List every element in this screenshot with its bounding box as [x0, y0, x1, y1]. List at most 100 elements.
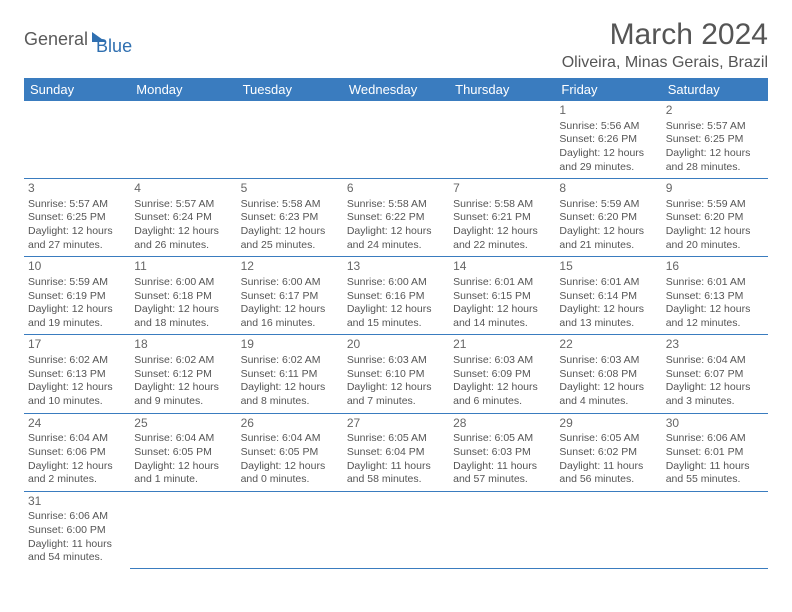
sunset-line: Sunset: 6:09 PM: [453, 368, 551, 382]
sunset-line: Sunset: 6:06 PM: [28, 446, 126, 460]
day-number: 15: [559, 259, 657, 275]
daylight-line: Daylight: 11 hours and 57 minutes.: [453, 460, 551, 487]
sunrise-line: Sunrise: 6:00 AM: [347, 276, 445, 290]
sunset-line: Sunset: 6:19 PM: [28, 290, 126, 304]
daylight-line: Daylight: 12 hours and 6 minutes.: [453, 381, 551, 408]
sunset-line: Sunset: 6:04 PM: [347, 446, 445, 460]
day-cell: 24Sunrise: 6:04 AMSunset: 6:06 PMDayligh…: [24, 413, 130, 491]
day-number: 16: [666, 259, 764, 275]
day-cell: 6Sunrise: 5:58 AMSunset: 6:22 PMDaylight…: [343, 179, 449, 257]
day-number: 19: [241, 337, 339, 353]
day-number: 23: [666, 337, 764, 353]
calendar-table: SundayMondayTuesdayWednesdayThursdayFrid…: [24, 78, 768, 569]
sunrise-line: Sunrise: 6:00 AM: [241, 276, 339, 290]
daylight-line: Daylight: 12 hours and 15 minutes.: [347, 303, 445, 330]
sunrise-line: Sunrise: 6:02 AM: [28, 354, 126, 368]
daylight-line: Daylight: 12 hours and 9 minutes.: [134, 381, 232, 408]
sunset-line: Sunset: 6:05 PM: [134, 446, 232, 460]
calendar-row: 3Sunrise: 5:57 AMSunset: 6:25 PMDaylight…: [24, 179, 768, 257]
sunset-line: Sunset: 6:08 PM: [559, 368, 657, 382]
daylight-line: Daylight: 12 hours and 18 minutes.: [134, 303, 232, 330]
sunrise-line: Sunrise: 6:04 AM: [241, 432, 339, 446]
calendar-row: 1Sunrise: 5:56 AMSunset: 6:26 PMDaylight…: [24, 101, 768, 179]
logo: General Blue: [24, 22, 132, 57]
day-cell: 9Sunrise: 5:59 AMSunset: 6:20 PMDaylight…: [662, 179, 768, 257]
day-number: 14: [453, 259, 551, 275]
empty-cell: [130, 101, 236, 179]
day-number: 8: [559, 181, 657, 197]
month-title: March 2024: [562, 18, 768, 52]
sunrise-line: Sunrise: 6:04 AM: [134, 432, 232, 446]
day-number: 27: [347, 416, 445, 432]
sunrise-line: Sunrise: 6:05 AM: [559, 432, 657, 446]
sunset-line: Sunset: 6:25 PM: [28, 211, 126, 225]
sunrise-line: Sunrise: 5:58 AM: [347, 198, 445, 212]
sunrise-line: Sunrise: 6:04 AM: [666, 354, 764, 368]
weekday-header-row: SundayMondayTuesdayWednesdayThursdayFrid…: [24, 78, 768, 101]
sunrise-line: Sunrise: 6:01 AM: [666, 276, 764, 290]
day-number: 25: [134, 416, 232, 432]
day-cell: 4Sunrise: 5:57 AMSunset: 6:24 PMDaylight…: [130, 179, 236, 257]
day-number: 30: [666, 416, 764, 432]
daylight-line: Daylight: 11 hours and 56 minutes.: [559, 460, 657, 487]
daylight-line: Daylight: 12 hours and 13 minutes.: [559, 303, 657, 330]
sunrise-line: Sunrise: 6:01 AM: [453, 276, 551, 290]
empty-cell: [343, 101, 449, 179]
day-cell: 1Sunrise: 5:56 AMSunset: 6:26 PMDaylight…: [555, 101, 661, 179]
sunset-line: Sunset: 6:03 PM: [453, 446, 551, 460]
sunset-line: Sunset: 6:15 PM: [453, 290, 551, 304]
sunrise-line: Sunrise: 5:57 AM: [666, 120, 764, 134]
day-cell: 23Sunrise: 6:04 AMSunset: 6:07 PMDayligh…: [662, 335, 768, 413]
daylight-line: Daylight: 12 hours and 7 minutes.: [347, 381, 445, 408]
sunrise-line: Sunrise: 6:06 AM: [28, 510, 126, 524]
day-number: 20: [347, 337, 445, 353]
sunrise-line: Sunrise: 5:58 AM: [241, 198, 339, 212]
sunset-line: Sunset: 6:21 PM: [453, 211, 551, 225]
daylight-line: Daylight: 12 hours and 0 minutes.: [241, 460, 339, 487]
day-cell: 11Sunrise: 6:00 AMSunset: 6:18 PMDayligh…: [130, 257, 236, 335]
daylight-line: Daylight: 12 hours and 19 minutes.: [28, 303, 126, 330]
day-cell: 25Sunrise: 6:04 AMSunset: 6:05 PMDayligh…: [130, 413, 236, 491]
sunset-line: Sunset: 6:05 PM: [241, 446, 339, 460]
daylight-line: Daylight: 12 hours and 16 minutes.: [241, 303, 339, 330]
daylight-line: Daylight: 12 hours and 14 minutes.: [453, 303, 551, 330]
daylight-line: Daylight: 12 hours and 22 minutes.: [453, 225, 551, 252]
empty-cell: [555, 491, 661, 569]
sunrise-line: Sunrise: 6:05 AM: [453, 432, 551, 446]
daylight-line: Daylight: 12 hours and 20 minutes.: [666, 225, 764, 252]
logo-text-general: General: [24, 29, 88, 50]
day-cell: 31Sunrise: 6:06 AMSunset: 6:00 PMDayligh…: [24, 491, 130, 569]
day-cell: 30Sunrise: 6:06 AMSunset: 6:01 PMDayligh…: [662, 413, 768, 491]
sunrise-line: Sunrise: 6:02 AM: [134, 354, 232, 368]
daylight-line: Daylight: 12 hours and 21 minutes.: [559, 225, 657, 252]
day-cell: 17Sunrise: 6:02 AMSunset: 6:13 PMDayligh…: [24, 335, 130, 413]
calendar-row: 31Sunrise: 6:06 AMSunset: 6:00 PMDayligh…: [24, 491, 768, 569]
daylight-line: Daylight: 11 hours and 55 minutes.: [666, 460, 764, 487]
daylight-line: Daylight: 12 hours and 27 minutes.: [28, 225, 126, 252]
calendar-row: 10Sunrise: 5:59 AMSunset: 6:19 PMDayligh…: [24, 257, 768, 335]
daylight-line: Daylight: 12 hours and 29 minutes.: [559, 147, 657, 174]
day-number: 17: [28, 337, 126, 353]
day-number: 12: [241, 259, 339, 275]
day-cell: 8Sunrise: 5:59 AMSunset: 6:20 PMDaylight…: [555, 179, 661, 257]
day-number: 31: [28, 494, 126, 510]
empty-cell: [343, 491, 449, 569]
sunrise-line: Sunrise: 5:56 AM: [559, 120, 657, 134]
sunset-line: Sunset: 6:14 PM: [559, 290, 657, 304]
calendar-row: 17Sunrise: 6:02 AMSunset: 6:13 PMDayligh…: [24, 335, 768, 413]
weekday-header: Wednesday: [343, 78, 449, 101]
day-number: 29: [559, 416, 657, 432]
day-number: 2: [666, 103, 764, 119]
calendar-row: 24Sunrise: 6:04 AMSunset: 6:06 PMDayligh…: [24, 413, 768, 491]
day-number: 7: [453, 181, 551, 197]
day-cell: 18Sunrise: 6:02 AMSunset: 6:12 PMDayligh…: [130, 335, 236, 413]
sunrise-line: Sunrise: 5:59 AM: [559, 198, 657, 212]
sunset-line: Sunset: 6:26 PM: [559, 133, 657, 147]
day-number: 26: [241, 416, 339, 432]
sunset-line: Sunset: 6:16 PM: [347, 290, 445, 304]
daylight-line: Daylight: 11 hours and 58 minutes.: [347, 460, 445, 487]
day-number: 1: [559, 103, 657, 119]
day-cell: 13Sunrise: 6:00 AMSunset: 6:16 PMDayligh…: [343, 257, 449, 335]
sunset-line: Sunset: 6:01 PM: [666, 446, 764, 460]
sunset-line: Sunset: 6:02 PM: [559, 446, 657, 460]
